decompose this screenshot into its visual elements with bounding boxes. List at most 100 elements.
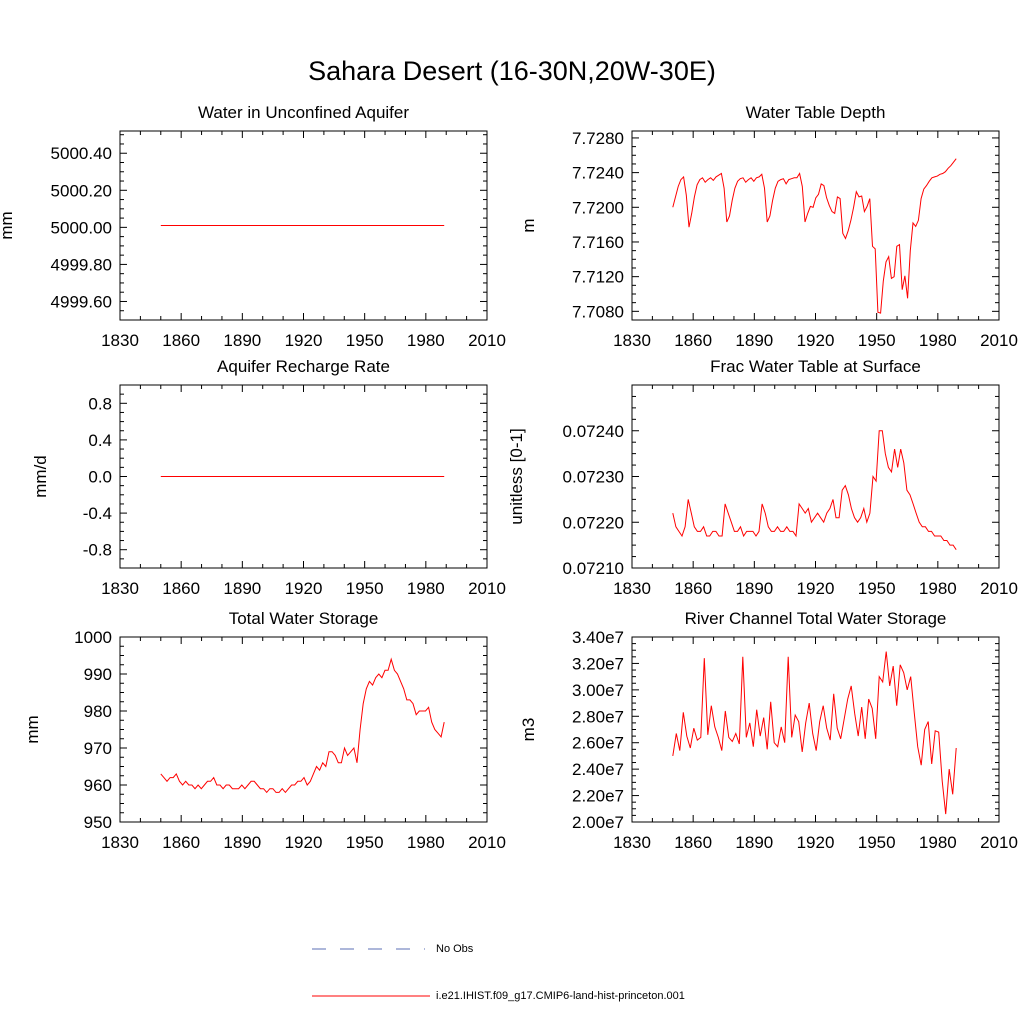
y-tick-label: 2.00e7 <box>572 813 624 832</box>
x-tick-label: 1980 <box>407 833 445 852</box>
x-tick-label: 1860 <box>674 833 712 852</box>
x-tick-label: 1890 <box>735 331 773 350</box>
panel-title: Water Table Depth <box>746 103 886 122</box>
x-tick-label: 1950 <box>858 833 896 852</box>
y-tick-label: 3.20e7 <box>572 654 624 673</box>
x-tick-label: 2010 <box>468 833 506 852</box>
x-tick-label: 2010 <box>468 579 506 598</box>
y-tick-label: 5000.40 <box>51 144 112 163</box>
x-tick-label: 1830 <box>613 833 651 852</box>
x-tick-label: 1950 <box>346 833 384 852</box>
x-tick-label: 1980 <box>919 833 957 852</box>
x-tick-label: 2010 <box>980 331 1018 350</box>
y-tick-label: 0.8 <box>88 394 112 413</box>
y-tick-label: 2.20e7 <box>572 787 624 806</box>
x-tick-label: 1830 <box>613 579 651 598</box>
x-tick-label: 1890 <box>223 833 261 852</box>
y-tick-label: 950 <box>84 813 112 832</box>
y-tick-label: 0.07230 <box>563 468 624 487</box>
x-tick-label: 1920 <box>797 833 835 852</box>
x-tick-label: 1950 <box>346 331 384 350</box>
y-axis-label: m3 <box>519 718 538 742</box>
y-tick-label: 0.07210 <box>563 559 624 578</box>
y-tick-label: 990 <box>84 665 112 684</box>
y-tick-label: -0.8 <box>83 541 112 560</box>
y-axis-label: m <box>519 218 538 232</box>
x-tick-label: 1890 <box>223 579 261 598</box>
y-tick-label: 4999.80 <box>51 255 112 274</box>
y-tick-label: 2.60e7 <box>572 734 624 753</box>
series-line <box>160 657 445 794</box>
plot-frame <box>631 130 1000 321</box>
y-axis-label: mm <box>23 715 42 743</box>
x-tick-label: 1830 <box>101 331 139 350</box>
legend-obs-label: No Obs <box>436 943 474 955</box>
y-tick-label: 970 <box>84 739 112 758</box>
panel-water-table-depth: Water Table Depth m 1830 1860 1890 1920 1950 19… <box>519 103 1018 350</box>
x-tick-label: 1920 <box>797 579 835 598</box>
panel-water-in-unconfined-aquifer: Water in Unconfined Aquifer mm 1830 1860 189… <box>0 103 506 350</box>
y-tick-label: -0.4 <box>83 504 112 523</box>
y-tick-label: 7.7240 <box>572 164 624 183</box>
x-tick-label: 1860 <box>674 579 712 598</box>
x-tick-label: 1860 <box>162 579 200 598</box>
y-axis-label: unitless [0-1] <box>507 428 526 524</box>
panel-title: River Channel Total Water Storage <box>685 609 947 628</box>
panel-title: Aquifer Recharge Rate <box>217 357 390 376</box>
x-tick-label: 1860 <box>162 833 200 852</box>
y-tick-label: 7.7160 <box>572 233 624 252</box>
legend-graphics <box>312 948 430 997</box>
series-line <box>672 651 957 815</box>
x-tick-label: 1830 <box>101 833 139 852</box>
y-tick-label: 7.7120 <box>572 268 624 287</box>
x-tick-label: 1980 <box>919 579 957 598</box>
y-axis-label: mm/d <box>31 455 50 498</box>
x-tick-label: 1830 <box>613 331 651 350</box>
series-line <box>672 158 957 314</box>
x-tick-label: 1860 <box>162 331 200 350</box>
x-tick-label: 1950 <box>346 579 384 598</box>
y-axis-label: mm <box>0 211 16 239</box>
x-tick-label: 2010 <box>980 833 1018 852</box>
x-tick-label: 1860 <box>674 331 712 350</box>
y-tick-label: 0.07220 <box>563 513 624 532</box>
x-tick-label: 1920 <box>285 833 323 852</box>
panel-total-water-storage: Total Water Storage mm 1830 1860 1890 1920 195… <box>23 609 506 852</box>
x-tick-label: 1920 <box>285 331 323 350</box>
y-tick-label: 3.40e7 <box>572 628 624 647</box>
x-tick-label: 1890 <box>735 579 773 598</box>
y-tick-label: 4999.60 <box>51 292 112 311</box>
main-title: Sahara Desert (16-30N,20W-30E) <box>308 56 716 86</box>
y-tick-label: 0.07240 <box>563 422 624 441</box>
series-line <box>672 430 957 550</box>
x-tick-label: 1920 <box>285 579 323 598</box>
x-tick-label: 1980 <box>407 331 445 350</box>
x-tick-label: 1980 <box>919 331 957 350</box>
x-tick-label: 1950 <box>858 579 896 598</box>
y-tick-label: 7.7080 <box>572 302 624 321</box>
x-tick-label: 1950 <box>858 331 896 350</box>
x-tick-label: 1890 <box>735 833 773 852</box>
x-tick-label: 1920 <box>797 331 835 350</box>
panel-title: Water in Unconfined Aquifer <box>198 103 409 122</box>
x-tick-label: 1980 <box>407 579 445 598</box>
y-tick-label: 1000 <box>74 628 112 647</box>
panel-title: Total Water Storage <box>229 609 379 628</box>
y-tick-label: 2.40e7 <box>572 760 624 779</box>
y-tick-label: 2.80e7 <box>572 707 624 726</box>
y-tick-label: 7.7200 <box>572 198 624 217</box>
panel-title: Frac Water Table at Surface <box>710 357 921 376</box>
panel-aquifer-recharge-rate: Aquifer Recharge Rate mm/d 1830 1860 1890 192… <box>31 357 506 598</box>
legend-model-label: i.e21.IHIST.f09_g17.CMIP6-land-hist-prin… <box>436 990 685 1002</box>
x-tick-label: 1830 <box>101 579 139 598</box>
x-tick-label: 2010 <box>980 579 1018 598</box>
panel-river-channel-total-water-storage: River Channel Total Water Storage m3 1830 1… <box>519 609 1018 852</box>
y-tick-label: 0.4 <box>88 431 112 450</box>
y-tick-label: 5000.20 <box>51 181 112 200</box>
y-tick-label: 960 <box>84 776 112 795</box>
panel-frac-water-table-at-surface: Frac Water Table at Surface unitless [0-1… <box>507 357 1018 598</box>
x-tick-label: 2010 <box>468 331 506 350</box>
plot-frame <box>119 636 488 823</box>
y-tick-label: 0.0 <box>88 468 112 487</box>
